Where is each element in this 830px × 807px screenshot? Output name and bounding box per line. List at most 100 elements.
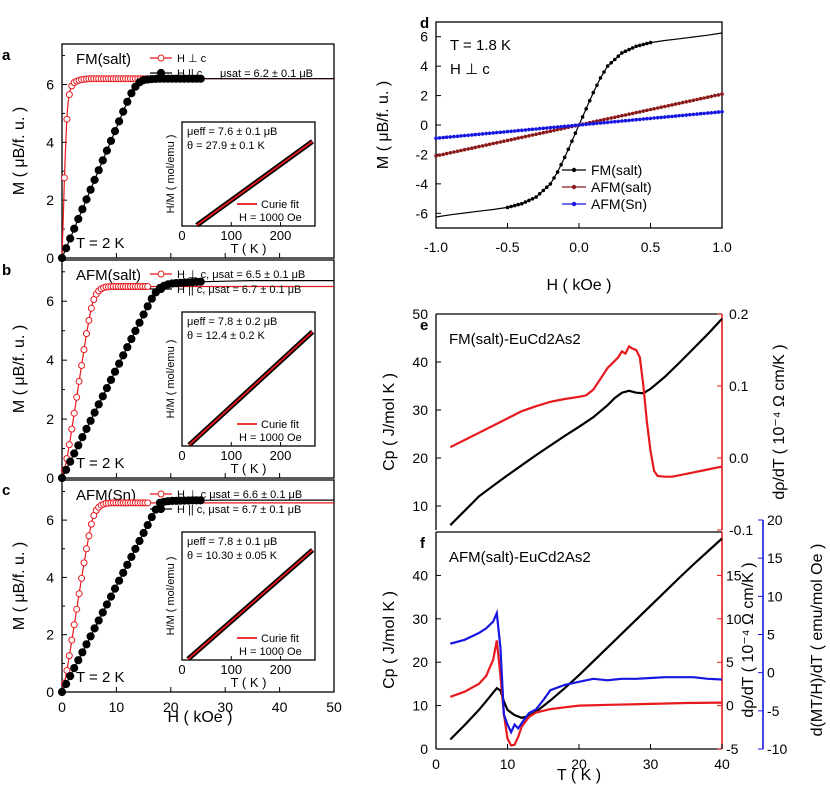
data-point-d-1 (462, 147, 467, 152)
legend-marker-d-1 (571, 184, 577, 190)
data-point-d-1 (623, 113, 628, 117)
data-point-d-2 (562, 124, 567, 129)
x-tick-label-c: 20 (163, 699, 179, 715)
data-point-a-1 (86, 185, 95, 194)
data-point-d-1 (641, 109, 646, 113)
x-tick-label-d: -1.0 (424, 239, 448, 255)
series-cp-e (449, 318, 723, 526)
data-point-d-2 (523, 128, 528, 132)
data-point-d-2 (695, 112, 699, 116)
data-point-d-1 (605, 117, 610, 121)
data-point-d-1 (512, 137, 517, 141)
data-point-b-1 (86, 416, 95, 425)
y-tick-label-b: 0 (46, 470, 54, 486)
legend-marker-a-0 (157, 54, 165, 62)
legend-label-a-0: H ⊥ c (177, 53, 207, 65)
y-tick-label-b: 6 (46, 293, 54, 309)
data-point-d-0 (616, 54, 621, 58)
data-point-b-1 (147, 294, 156, 303)
data-point-d-2 (720, 110, 724, 114)
y-right-tick-label-e: -0.1 (729, 522, 753, 538)
data-point-d-2 (577, 123, 581, 127)
y-tick-label-c: 4 (46, 569, 54, 585)
data-point-d-2 (530, 127, 535, 132)
y-right-tick-label-e: 0.2 (729, 306, 749, 322)
y-tick-label-d: -6 (416, 205, 429, 221)
condition-label-b: T = 2 K (76, 455, 125, 472)
data-point-d-1 (684, 100, 689, 104)
data-point-c-1 (143, 521, 152, 530)
data-point-d-0 (605, 64, 610, 68)
data-point-a-0 (63, 115, 71, 123)
y-tick-label-e: 40 (412, 354, 428, 370)
data-point-d-1 (680, 100, 685, 105)
x-tick-label-d: 1.0 (712, 239, 732, 255)
data-point-d-1 (659, 105, 663, 109)
data-point-c-1 (57, 687, 67, 697)
y-right-axis-label-e: dρ/dT ( 10⁻⁴ Ω cm/K ) (771, 344, 788, 499)
data-point-d-1 (477, 144, 481, 149)
data-point-d-1 (702, 96, 706, 100)
data-point-d-1 (555, 127, 560, 132)
data-point-c-1 (86, 632, 95, 641)
series-line-f-1 (449, 640, 723, 747)
data-point-d-1 (670, 103, 674, 107)
y-right-tick-label-f: 10 (767, 588, 783, 604)
data-point-d-1 (609, 116, 613, 120)
data-point-b-1 (94, 400, 103, 409)
inset-y-label-b: H/M ( mol/emu ) (165, 340, 177, 419)
data-point-d-1 (537, 131, 542, 136)
y-mid-axis-label-f: dρ/dT ( 10⁻⁴ Ω cm/K ) (740, 562, 757, 717)
series-line-f-0 (449, 537, 723, 741)
data-point-a-1 (98, 156, 107, 165)
legend-marker-c-1 (156, 504, 166, 514)
data-point-a-0 (60, 174, 68, 182)
data-point-b-0 (83, 330, 90, 338)
data-point-d-2 (505, 129, 510, 134)
inset-legend-label-a: Curie fit (261, 199, 299, 211)
data-point-c-0 (83, 545, 90, 553)
data-point-d-1 (695, 97, 699, 102)
data-point-c-0 (68, 636, 76, 644)
data-point-b-1 (119, 351, 128, 360)
data-point-d-2 (673, 114, 678, 118)
data-point-c-0 (63, 667, 71, 674)
data-point-a-1 (196, 74, 205, 83)
data-point-d-1 (677, 101, 681, 106)
y-right-tick-label-f: 0 (767, 665, 775, 681)
x-axis-label-f: T ( K ) (557, 767, 601, 784)
data-point-c-1 (115, 576, 124, 585)
data-point-c-1 (127, 552, 136, 562)
y-tick-label-f: 0 (420, 741, 428, 757)
data-point-d-1 (620, 113, 624, 118)
data-point-d-1 (444, 151, 449, 156)
data-point-d-2 (516, 128, 520, 133)
y-axis-label-a: M ( μB/f. u. ) (11, 107, 28, 195)
y-right-tick-label-f: 5 (767, 627, 775, 643)
data-point-d-0 (587, 98, 592, 103)
inset-x-tick-label-a: 200 (270, 228, 292, 243)
data-point-d-2 (548, 125, 553, 130)
data-point-d-0 (638, 43, 642, 48)
data-point-a-1 (70, 224, 79, 233)
data-point-d-0 (584, 107, 588, 111)
data-point-c-1 (62, 679, 71, 689)
data-point-d-1 (688, 99, 692, 103)
y-right-tick-label-f: -10 (767, 741, 787, 757)
data-point-b-0 (65, 441, 73, 449)
y-tick-label-e: 30 (412, 402, 428, 418)
data-point-c-0 (78, 574, 86, 582)
data-point-d-1 (502, 139, 506, 143)
data-point-c-1 (102, 600, 112, 609)
data-point-d-1 (509, 137, 513, 142)
series-drho-e (449, 344, 723, 478)
x-tick-label-f: 40 (714, 756, 730, 772)
x-tick-label-c: 30 (217, 699, 233, 715)
data-point-d-1 (598, 118, 603, 123)
data-point-d-1 (480, 144, 485, 148)
y-tick-label-d: -4 (416, 176, 429, 192)
legend-label-c-0: H ⊥ c μsat = 6.6 ± 0.1 μB (177, 489, 302, 501)
data-point-d-2 (502, 130, 506, 134)
legend-extra-a: μsat = 6.2 ± 0.1 μB (220, 68, 313, 80)
